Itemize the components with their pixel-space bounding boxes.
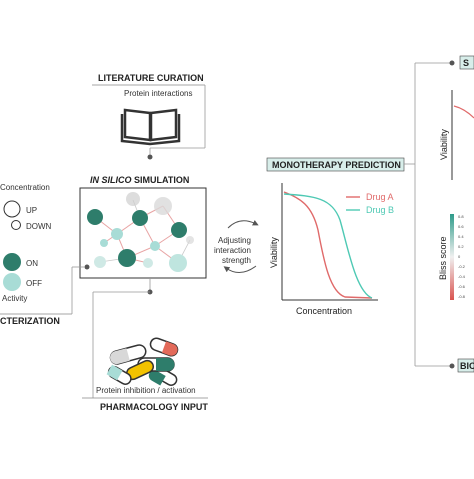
pharmacology-subtitle: Protein inhibition / activation: [96, 386, 196, 395]
connector-dot: [449, 60, 455, 66]
legend-panel: Concentration UP DOWN ON OFF Activity CT…: [0, 183, 90, 326]
capsules-icon: [106, 337, 179, 386]
right-viability-curve: [453, 105, 474, 119]
off-circle-icon: [3, 273, 21, 291]
open-book-icon: [120, 108, 181, 146]
adjusting-line2: interaction: [214, 246, 251, 255]
adjusting-line3: strength: [222, 256, 251, 265]
legend-down: DOWN: [26, 222, 52, 231]
simulation-title: IN SILICO SIMULATION: [90, 175, 189, 185]
literature-subtitle: Protein interactions: [124, 89, 192, 98]
up-circle-icon: [3, 200, 21, 218]
legend-on: ON: [26, 259, 38, 268]
right-viability-label: Viability: [439, 129, 449, 160]
adjusting-line1: Adjusting: [218, 236, 251, 245]
monotherapy-xlabel: Concentration: [296, 306, 352, 316]
legend-drug-b: Drug B: [366, 205, 394, 215]
connector-dot: [84, 264, 90, 270]
on-circle-icon: [3, 253, 21, 271]
adjusting-panel: Adjusting interaction strength: [214, 219, 259, 273]
connector-dot: [147, 154, 153, 160]
bliss-tick-4: 0: [458, 254, 461, 259]
bliss-score-label: Bliss score: [438, 236, 448, 280]
bliss-tick-1: 0.6: [458, 224, 464, 229]
legend-activity: Activity: [2, 294, 27, 303]
monotherapy-panel: MONOTHERAPY PREDICTION Drug A Drug B Via…: [266, 157, 415, 316]
bliss-tick-2: 0.4: [458, 234, 464, 239]
bliss-tick-5: -0.2: [458, 264, 466, 269]
down-circle-icon: [11, 220, 21, 230]
bliss-tick-7: -0.6: [458, 284, 466, 289]
monotherapy-ylabel: Viability: [269, 237, 279, 268]
connector-dot: [449, 363, 455, 369]
bliss-color-scale: 0.8 0.6 0.4 0.2 0 -0.2 -0.4 -0.6 -0.8: [450, 214, 466, 300]
legend-characterization: CTERIZATION: [0, 316, 60, 326]
monotherapy-title: MONOTHERAPY PREDICTION: [272, 160, 401, 170]
literature-curation-panel: LITERATURE CURATION Protein interactions: [92, 73, 206, 160]
right-panel: S Viability 0.8 0.6 0.4 0.2 0 -0.2 -0.4 …: [414, 55, 474, 373]
right-top-letter: S: [463, 58, 469, 68]
legend-concentration: Concentration: [0, 183, 50, 192]
legend-off: OFF: [26, 279, 42, 288]
right-bio-label: BIO: [460, 361, 474, 371]
literature-title: LITERATURE CURATION: [98, 73, 204, 83]
pharmacology-title: PHARMACOLOGY INPUT: [100, 402, 208, 412]
legend-up: UP: [26, 206, 37, 215]
bliss-tick-0: 0.8: [458, 214, 464, 219]
network-nodes: [87, 192, 194, 272]
bliss-tick-6: -0.4: [458, 274, 466, 279]
pharmacology-panel: Protein inhibition / activation PHARMACO…: [82, 291, 208, 412]
in-silico-simulation-panel: IN SILICO SIMULATION: [79, 175, 207, 295]
drug-a-curve: [283, 191, 373, 299]
legend-drug-a: Drug A: [366, 192, 394, 202]
cycle-arrows-icon: [223, 219, 259, 273]
bliss-tick-8: -0.8: [458, 294, 466, 299]
drug-b-curve: [283, 193, 373, 299]
bliss-tick-3: 0.2: [458, 244, 464, 249]
